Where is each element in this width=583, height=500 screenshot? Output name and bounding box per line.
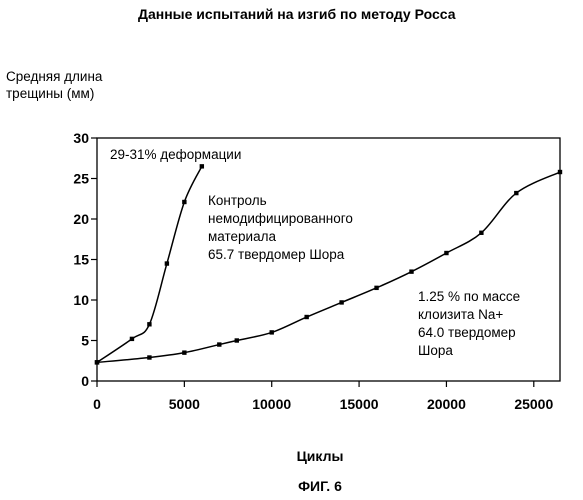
annotation-deformation: 29-31% деформации <box>110 146 241 164</box>
data-point <box>304 315 308 319</box>
data-point <box>558 170 562 174</box>
y-tick-label: 20 <box>73 211 89 227</box>
data-point <box>182 350 186 354</box>
data-point <box>270 330 274 334</box>
data-point <box>339 300 343 304</box>
figure-label: ФИГ. 6 <box>0 478 583 494</box>
x-tick-label: 20000 <box>427 396 466 412</box>
data-point <box>217 342 221 346</box>
annotation-cloisite: 1.25 % по массе клоизита Na+ 64.0 твердо… <box>418 288 520 360</box>
series-line-1 <box>97 166 202 362</box>
data-point <box>130 337 134 341</box>
data-point <box>444 251 448 255</box>
y-tick-label: 30 <box>73 130 89 146</box>
data-point <box>374 286 378 290</box>
x-tick-label: 25000 <box>514 396 553 412</box>
x-tick-label: 15000 <box>340 396 379 412</box>
x-tick-label: 10000 <box>252 396 291 412</box>
x-axis-label: Циклы <box>0 448 583 464</box>
data-point <box>95 360 99 364</box>
data-point <box>165 261 169 265</box>
data-point <box>200 164 204 168</box>
data-point <box>479 231 483 235</box>
data-point <box>235 338 239 342</box>
data-point <box>182 200 186 204</box>
y-tick-label: 15 <box>73 252 89 268</box>
y-tick-label: 25 <box>73 171 89 187</box>
data-point <box>514 191 518 195</box>
annotation-control: Контроль немодифицированного материала 6… <box>208 192 353 264</box>
x-tick-label: 5000 <box>169 396 200 412</box>
data-point <box>147 355 151 359</box>
x-tick-label: 0 <box>93 396 101 412</box>
data-point <box>409 269 413 273</box>
data-point <box>147 322 151 326</box>
y-tick-label: 0 <box>81 373 89 389</box>
y-tick-label: 5 <box>81 333 89 349</box>
y-tick-label: 10 <box>73 292 89 308</box>
